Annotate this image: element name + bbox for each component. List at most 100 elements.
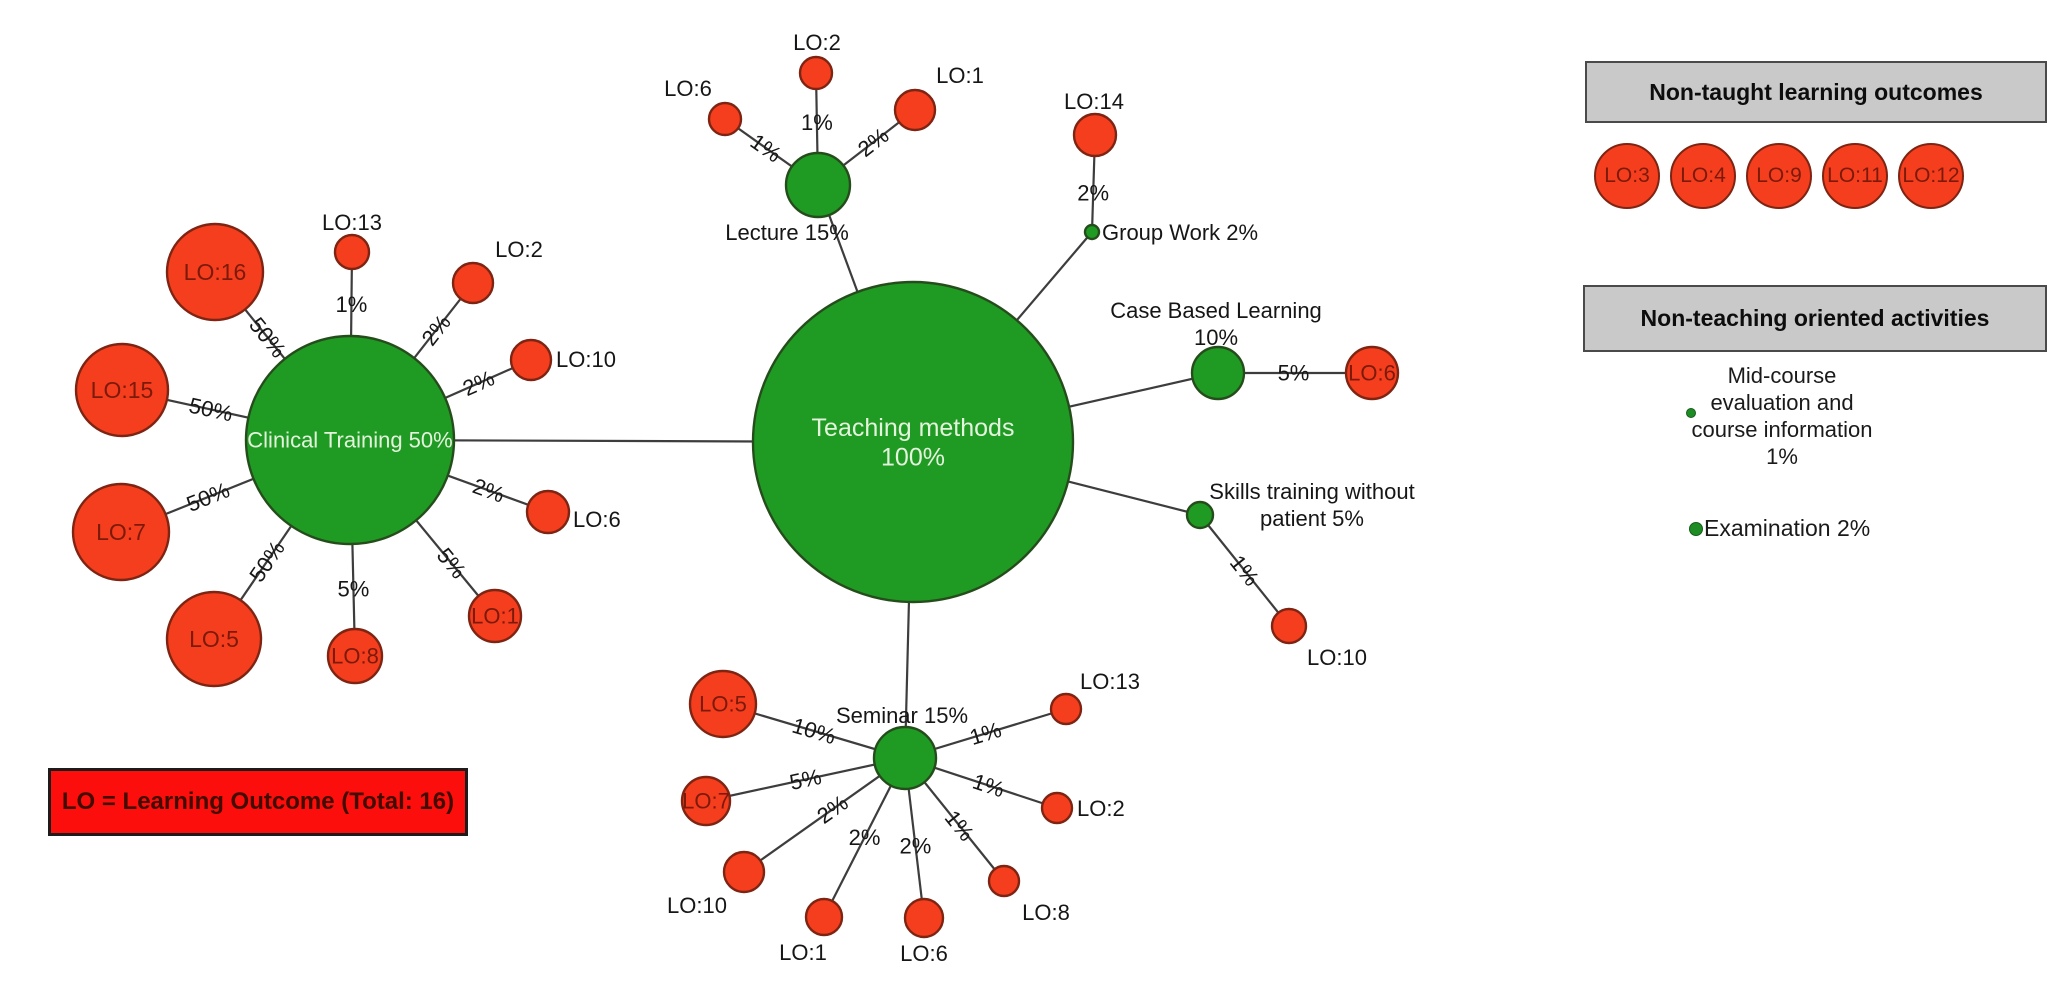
edge-skills-training-skl-lo10 <box>1199 514 1290 627</box>
non-taught-lo-chip: LO:9 <box>1746 143 1812 209</box>
node-ct-lo16 <box>165 222 265 322</box>
edge-clinical-training-ct-lo6-label: 2% <box>469 473 507 507</box>
midcourse-activity: Mid-course evaluation and course informa… <box>1652 362 1912 470</box>
node-sem-lo6-label: LO:6 <box>900 941 948 966</box>
node-sem-lo2-label: LO:2 <box>1077 796 1125 821</box>
edge-lecture-lec-lo6-label: 1% <box>746 129 786 168</box>
node-seminar <box>872 725 938 791</box>
lo-legend: LO = Learning Outcome (Total: 16) <box>48 768 468 836</box>
non-taught-outcomes-row: LO:3 LO:4 LO:9 LO:11 LO:12 <box>1594 143 1964 209</box>
non-teaching-title: Non-teaching oriented activities <box>1640 305 1990 331</box>
node-ct-lo13-label: LO:13 <box>322 210 382 235</box>
node-sem-lo5 <box>688 669 758 739</box>
edge-seminar-sem-lo6-label: 2% <box>900 834 932 859</box>
node-ct-lo1 <box>467 588 523 644</box>
edge-seminar-sem-lo5-label: 10% <box>789 713 838 749</box>
edge-clinical-training-ct-lo5-label: 50% <box>244 536 289 586</box>
node-gw-lo14 <box>1072 112 1118 158</box>
node-ct-lo1-label: LO:1 <box>471 604 519 629</box>
chip-label: LO:4 <box>1680 164 1726 187</box>
chip-label: LO:12 <box>1902 164 1960 187</box>
edge-clinical-training-ct-lo13-label: 1% <box>336 292 368 317</box>
edge-clinical-training-ct-lo1-label: 5% <box>432 543 472 583</box>
chip-label: LO:9 <box>1756 164 1802 187</box>
examination-label: Examination 2% <box>1704 515 1871 541</box>
edge-seminar-sem-lo8-label: 1% <box>940 805 979 845</box>
node-ct-lo13 <box>333 233 371 271</box>
node-ct-lo2-label: LO:2 <box>495 237 543 262</box>
chip-label: LO:3 <box>1604 164 1650 187</box>
lo-legend-text: LO = Learning Outcome (Total: 16) <box>61 788 455 815</box>
node-lec-lo1-label: LO:1 <box>936 63 984 88</box>
edge-seminar-sem-lo13-label: 1% <box>967 717 1005 750</box>
node-lecture-label: Lecture 15% <box>725 220 849 245</box>
edge-clinical-training-ct-lo15-label: 50% <box>187 393 235 427</box>
node-teaching-methods <box>751 280 1075 604</box>
node-sem-lo10 <box>722 850 766 894</box>
node-sem-lo13-label: LO:13 <box>1080 669 1140 694</box>
node-skills-training-label: patient 5% <box>1260 506 1364 531</box>
node-skl-lo10-label: LO:10 <box>1307 645 1367 670</box>
node-clinical-training-label: Clinical Training 50% <box>247 428 452 453</box>
edge-clinical-training-ct-lo10-label: 2% <box>459 365 498 401</box>
node-ct-lo15 <box>74 342 170 438</box>
midcourse-line: course information <box>1691 417 1873 442</box>
edge-seminar-sem-lo7 <box>705 756 906 803</box>
node-group-work-label: Group Work 2% <box>1102 220 1258 245</box>
node-ct-lo5-label: LO:5 <box>189 626 239 652</box>
node-ct-lo8-label: LO:8 <box>331 644 379 669</box>
non-taught-lo-chip: LO:12 <box>1898 143 1964 209</box>
node-case-based-learning <box>1190 345 1246 401</box>
node-gw-lo14-label: LO:14 <box>1064 89 1124 114</box>
edge-seminar-sem-lo10 <box>743 757 906 873</box>
non-taught-title: Non-taught learning outcomes <box>1649 78 1983 105</box>
node-lecture <box>784 151 852 219</box>
edge-clinical-training-ct-lo8-label: 5% <box>338 577 370 602</box>
activity-dot-icon <box>1686 408 1696 418</box>
node-ct-lo15-label: LO:15 <box>91 377 154 403</box>
non-taught-lo-chip: LO:11 <box>1822 143 1888 209</box>
node-group-work <box>1083 223 1101 241</box>
node-lec-lo6-label: LO:6 <box>664 76 712 101</box>
node-skills-training <box>1185 500 1215 530</box>
edge-seminar-sem-lo1-label: 2% <box>849 825 881 850</box>
midcourse-line: evaluation and <box>1710 390 1854 415</box>
edge-lecture-lec-lo2-label: 1% <box>801 110 833 135</box>
node-ct-lo2 <box>451 261 495 305</box>
node-cbl-lo6 <box>1344 345 1400 401</box>
node-lec-lo2 <box>798 55 834 91</box>
node-teaching-methods-label: 100% <box>881 444 945 472</box>
node-ct-lo16-label: LO:16 <box>184 259 247 285</box>
node-ct-lo8 <box>326 627 384 685</box>
edge-skills-training-skl-lo10-label: 1% <box>1225 550 1264 590</box>
examination-activity: Examination 2% <box>1689 515 1870 542</box>
node-seminar-label: Seminar 15% <box>836 703 968 728</box>
node-sem-lo1-label: LO:1 <box>779 940 827 965</box>
edge-case-based-learning-cbl-lo6-label: 5% <box>1278 361 1310 386</box>
node-ct-lo7 <box>71 482 171 582</box>
node-skills-training-label: Skills training without <box>1209 479 1414 504</box>
midcourse-line: Mid-course <box>1727 363 1837 388</box>
edge-clinical-training-ct-lo2-label: 2% <box>416 310 455 350</box>
non-taught-lo-chip: LO:3 <box>1594 143 1660 209</box>
node-sem-lo7-label: LO:7 <box>682 789 730 814</box>
edge-clinical-training-ct-lo7-label: 50% <box>183 477 233 517</box>
edge-group-work-gw-lo14-label: 2% <box>1077 181 1109 206</box>
node-sem-lo1 <box>804 897 844 937</box>
node-lec-lo6 <box>707 101 743 137</box>
node-sem-lo10-label: LO:10 <box>667 893 727 918</box>
node-clinical-training <box>244 334 456 546</box>
non-taught-lo-chip: LO:4 <box>1670 143 1736 209</box>
node-ct-lo7-label: LO:7 <box>96 519 146 545</box>
edge-lecture-lec-lo1-label: 2% <box>853 123 893 162</box>
midcourse-line: 1% <box>1766 444 1798 469</box>
non-teaching-header: Non-teaching oriented activities <box>1583 285 2047 352</box>
edge-clinical-training-ct-lo16-label: 50% <box>244 313 291 363</box>
node-sem-lo6 <box>903 897 945 939</box>
edge-seminar-sem-lo2-label: 1% <box>970 769 1008 803</box>
node-ct-lo5 <box>165 590 263 688</box>
edge-seminar-sem-lo7-label: 5% <box>787 764 823 795</box>
node-ct-lo6-label: LO:6 <box>573 507 621 532</box>
